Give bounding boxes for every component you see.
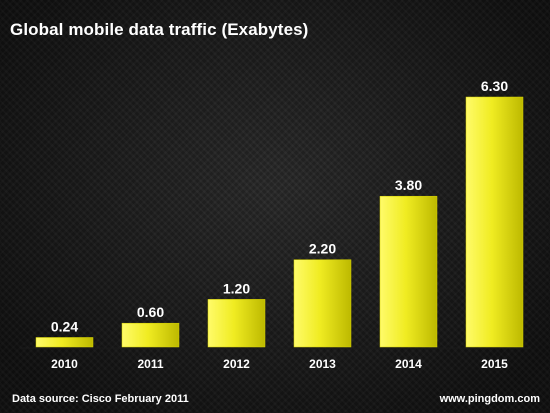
value-label-2011: 0.60 bbox=[137, 304, 164, 320]
bar-2010 bbox=[35, 337, 94, 348]
bar-2015 bbox=[465, 96, 524, 348]
x-tick-label-2010: 2010 bbox=[51, 357, 78, 371]
chart-title: Global mobile data traffic (Exabytes) bbox=[10, 20, 309, 39]
x-tick-label-2013: 2013 bbox=[309, 357, 336, 371]
value-label-2013: 2.20 bbox=[309, 241, 336, 257]
value-label-2012: 1.20 bbox=[223, 280, 250, 296]
value-label-2015: 6.30 bbox=[481, 78, 508, 94]
value-label-2014: 3.80 bbox=[395, 177, 422, 193]
bar-2013 bbox=[293, 259, 352, 348]
bar-2014 bbox=[379, 195, 438, 348]
website-credit: www.pingdom.com bbox=[439, 393, 540, 405]
x-tick-label-2015: 2015 bbox=[481, 357, 508, 371]
x-tick-label-2012: 2012 bbox=[223, 357, 250, 371]
bar-2011 bbox=[121, 322, 180, 348]
bar-2012 bbox=[207, 299, 266, 348]
x-tick-label-2011: 2011 bbox=[137, 357, 163, 371]
x-tick-label-2014: 2014 bbox=[395, 357, 422, 371]
data-source-note: Data source: Cisco February 2011 bbox=[12, 393, 189, 405]
value-label-2010: 0.24 bbox=[51, 318, 78, 334]
